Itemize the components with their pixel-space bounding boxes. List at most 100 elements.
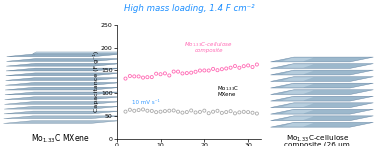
- Point: [232, 65, 238, 67]
- Polygon shape: [282, 58, 313, 61]
- Point: [210, 68, 216, 70]
- Text: MXene: MXene: [217, 92, 236, 97]
- Point: [197, 69, 203, 72]
- Text: composite (26 μm: composite (26 μm: [284, 142, 350, 146]
- Point: [131, 75, 137, 78]
- Point: [162, 72, 168, 75]
- Point: [236, 111, 242, 114]
- Polygon shape: [6, 68, 123, 71]
- Point: [170, 109, 177, 112]
- Polygon shape: [271, 64, 373, 68]
- Text: High mass loading, 1.4 F cm⁻²: High mass loading, 1.4 F cm⁻²: [124, 4, 254, 13]
- Polygon shape: [4, 106, 121, 109]
- Point: [236, 67, 242, 69]
- Polygon shape: [271, 116, 373, 121]
- Point: [153, 73, 159, 75]
- Point: [201, 110, 208, 112]
- Polygon shape: [3, 121, 120, 123]
- Polygon shape: [271, 103, 373, 108]
- Polygon shape: [33, 52, 124, 54]
- Polygon shape: [5, 87, 122, 90]
- Text: Mo$_{1.33}$C-cellulose: Mo$_{1.33}$C-cellulose: [184, 40, 233, 48]
- Polygon shape: [282, 110, 313, 113]
- Point: [180, 72, 186, 75]
- Polygon shape: [282, 90, 313, 94]
- Point: [188, 109, 194, 112]
- Polygon shape: [282, 77, 313, 81]
- Point: [136, 109, 142, 111]
- Point: [223, 111, 229, 113]
- Text: Mo$_{1.33}$C MXene: Mo$_{1.33}$C MXene: [31, 132, 90, 145]
- Point: [228, 110, 234, 112]
- Point: [180, 111, 186, 114]
- Polygon shape: [282, 117, 313, 120]
- Point: [166, 110, 172, 112]
- Point: [241, 65, 247, 67]
- Polygon shape: [282, 97, 313, 100]
- Point: [158, 111, 164, 113]
- Point: [214, 110, 220, 112]
- Point: [144, 110, 150, 112]
- Point: [254, 112, 260, 115]
- Text: Mo$_{1.33}$C-cellulose: Mo$_{1.33}$C-cellulose: [286, 134, 349, 144]
- Point: [162, 110, 168, 112]
- Point: [192, 71, 198, 73]
- Polygon shape: [6, 59, 123, 61]
- Polygon shape: [271, 57, 373, 62]
- Point: [175, 71, 181, 73]
- Point: [127, 109, 133, 111]
- Polygon shape: [6, 73, 122, 76]
- Point: [140, 108, 146, 111]
- Polygon shape: [5, 97, 121, 100]
- Point: [241, 111, 247, 113]
- Point: [158, 73, 164, 75]
- Point: [175, 111, 181, 113]
- Polygon shape: [7, 54, 124, 57]
- Point: [219, 112, 225, 114]
- Polygon shape: [271, 109, 373, 114]
- Point: [136, 75, 142, 78]
- Polygon shape: [4, 111, 121, 114]
- Polygon shape: [6, 78, 122, 80]
- Polygon shape: [282, 64, 313, 68]
- Point: [245, 64, 251, 67]
- Polygon shape: [271, 83, 373, 88]
- Point: [188, 72, 194, 74]
- Point: [206, 69, 212, 72]
- Text: Mo$_{1.33}$C: Mo$_{1.33}$C: [217, 84, 240, 93]
- Polygon shape: [5, 92, 122, 95]
- Point: [149, 110, 155, 112]
- Polygon shape: [282, 123, 313, 127]
- Point: [254, 63, 260, 66]
- Polygon shape: [271, 90, 373, 94]
- Y-axis label: Capacitance (F g⁻¹): Capacitance (F g⁻¹): [93, 51, 99, 112]
- Polygon shape: [4, 116, 121, 119]
- Polygon shape: [271, 77, 373, 81]
- Point: [122, 77, 129, 80]
- Polygon shape: [282, 84, 313, 87]
- Point: [184, 72, 190, 74]
- Polygon shape: [5, 82, 122, 85]
- Point: [219, 68, 225, 70]
- Point: [184, 111, 190, 113]
- Point: [131, 110, 137, 112]
- Point: [192, 111, 198, 114]
- Text: composite: composite: [194, 48, 223, 53]
- Point: [127, 75, 133, 77]
- Polygon shape: [271, 96, 373, 101]
- Point: [166, 74, 172, 77]
- Point: [249, 66, 256, 68]
- Polygon shape: [5, 102, 121, 104]
- Text: 10 mV s⁻¹: 10 mV s⁻¹: [132, 100, 160, 105]
- Polygon shape: [271, 70, 373, 75]
- Point: [149, 76, 155, 78]
- Point: [201, 69, 208, 72]
- Point: [122, 110, 129, 113]
- Point: [232, 112, 238, 114]
- Polygon shape: [282, 103, 313, 107]
- Point: [249, 112, 256, 114]
- Point: [170, 70, 177, 73]
- Point: [140, 77, 146, 79]
- Point: [245, 111, 251, 113]
- Polygon shape: [282, 71, 313, 74]
